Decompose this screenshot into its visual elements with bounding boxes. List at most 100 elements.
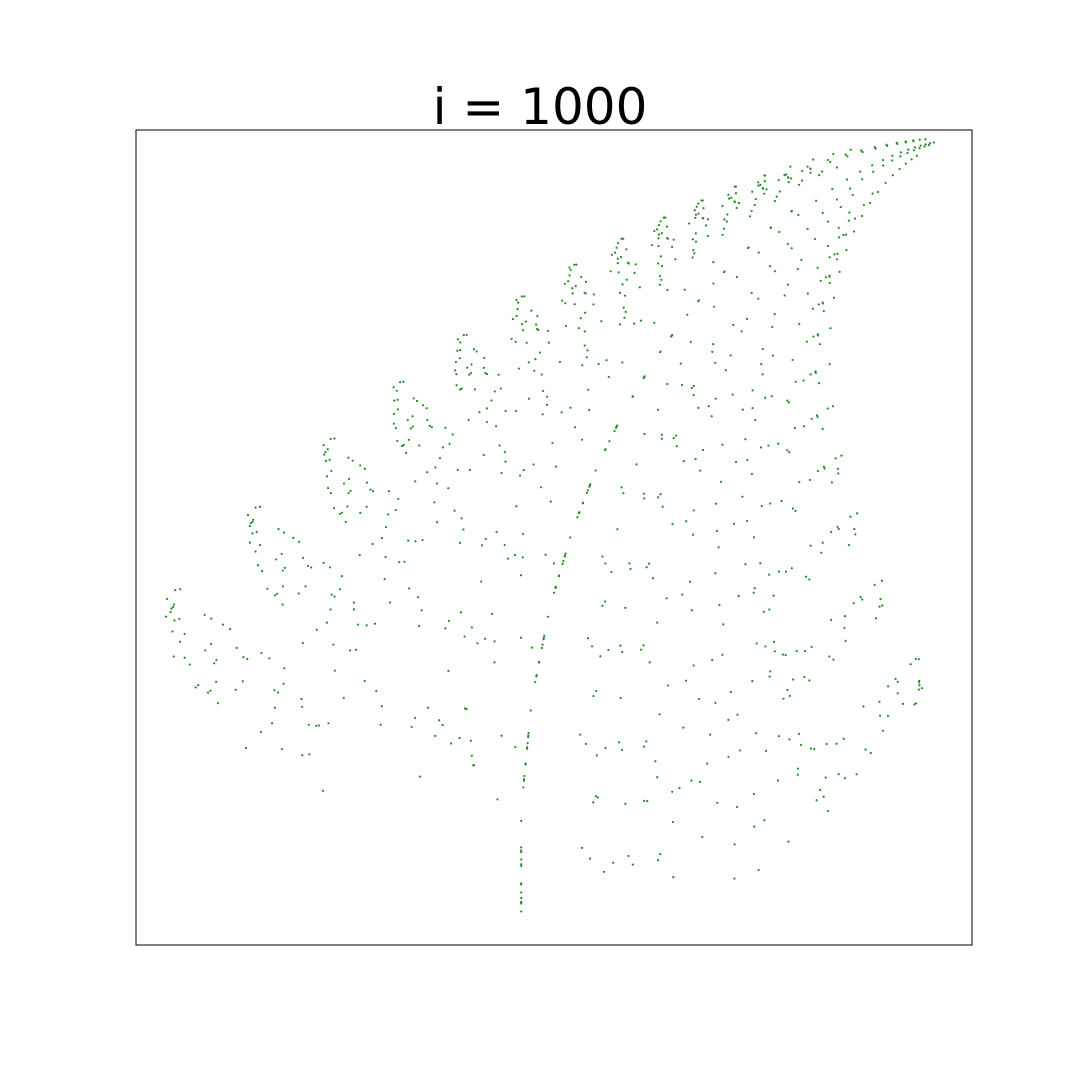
scatter-point [787, 840, 790, 843]
scatter-point [520, 858, 523, 861]
scatter-point [694, 216, 697, 219]
scatter-point [764, 749, 768, 752]
scatter-point [784, 570, 788, 573]
scatter-point [504, 460, 507, 463]
scatter-point [504, 409, 507, 412]
scatter-point [691, 238, 694, 241]
scatter-point [500, 471, 503, 475]
scatter-point [694, 213, 698, 216]
scatter-point [736, 805, 739, 809]
scatter-point [698, 780, 702, 783]
scatter-point [777, 570, 780, 573]
scatter-point [794, 380, 797, 383]
scatter-point [469, 372, 473, 375]
scatter-point [449, 742, 453, 745]
scatter-point [417, 596, 420, 599]
scatter-point [525, 747, 529, 750]
scatter-point [418, 444, 421, 447]
scatter-point [672, 876, 675, 879]
scatter-point [918, 138, 921, 141]
scatter-point [375, 689, 378, 693]
scatter-point [777, 442, 780, 445]
scatter-point [588, 408, 591, 412]
scatter-point [170, 607, 173, 610]
scatter-point [832, 152, 835, 156]
scatter-point [674, 258, 677, 261]
scatter-point [363, 467, 366, 470]
scatter-point [427, 706, 430, 709]
scatter-point [818, 343, 821, 346]
scatter-point [510, 337, 513, 340]
scatter-point [793, 426, 797, 430]
scatter-point [258, 505, 262, 508]
scatter-point [783, 294, 786, 297]
scatter-point [607, 375, 610, 379]
scatter-point [727, 755, 730, 758]
scatter-point [388, 601, 392, 604]
scatter-point [197, 684, 200, 687]
scatter-point [868, 201, 872, 205]
scatter-point [631, 395, 634, 398]
scatter-point [324, 451, 327, 454]
scatter-point [757, 181, 760, 184]
scatter-point [516, 308, 519, 311]
scatter-point [260, 651, 263, 655]
scatter-point [392, 422, 395, 425]
scatter-point [884, 181, 887, 184]
scatter-point [515, 314, 518, 318]
scatter-point [349, 489, 352, 492]
scatter-point [530, 646, 533, 649]
scatter-point [666, 382, 669, 386]
scatter-point [396, 398, 399, 401]
scatter-point [322, 561, 325, 564]
scatter-point [604, 562, 607, 565]
scatter-point [685, 520, 688, 523]
scatter-point [816, 266, 819, 269]
scatter-point [733, 185, 736, 188]
scatter-point [657, 244, 660, 248]
scatter-point [522, 329, 525, 332]
scatter-point [520, 863, 523, 866]
scatter-point [762, 187, 765, 190]
chart-title: i = 1000 [432, 78, 648, 136]
scatter-point [729, 691, 732, 694]
scatter-point [813, 747, 816, 751]
scatter-point [625, 278, 628, 281]
scatter-point [281, 585, 284, 588]
scatter-point [592, 293, 595, 296]
scatter-point [643, 432, 646, 436]
scatter-point [751, 407, 754, 410]
scatter-point [822, 795, 825, 798]
scatter-point [229, 628, 232, 631]
scatter-point [573, 263, 576, 266]
scatter-point [616, 257, 619, 260]
scatter-point [554, 586, 557, 590]
scatter-point [741, 495, 744, 498]
scatter-point [587, 388, 590, 391]
scatter-point [818, 174, 821, 177]
scatter-point [700, 199, 703, 202]
scatter-point [694, 240, 698, 243]
scatter-point [579, 733, 582, 736]
scatter-point [869, 751, 872, 755]
scatter-point [522, 786, 525, 789]
scatter-point [623, 316, 626, 319]
scatter-point [808, 478, 811, 482]
scatter-point [560, 299, 564, 302]
scatter-point [534, 358, 537, 361]
scatter-point [352, 608, 356, 611]
scatter-point [306, 564, 310, 568]
scatter-point [809, 747, 813, 750]
scatter-point [896, 142, 899, 145]
scatter-point [613, 429, 616, 432]
scatter-point [763, 180, 766, 183]
scatter-point [654, 760, 657, 763]
scatter-point [904, 141, 908, 144]
scatter-point [586, 489, 589, 492]
scatter-point [426, 471, 429, 474]
scatter-point [340, 575, 343, 578]
scatter-point [540, 646, 543, 650]
scatter-point [798, 183, 801, 186]
scatter-point [725, 220, 728, 223]
scatter-point [659, 255, 663, 258]
